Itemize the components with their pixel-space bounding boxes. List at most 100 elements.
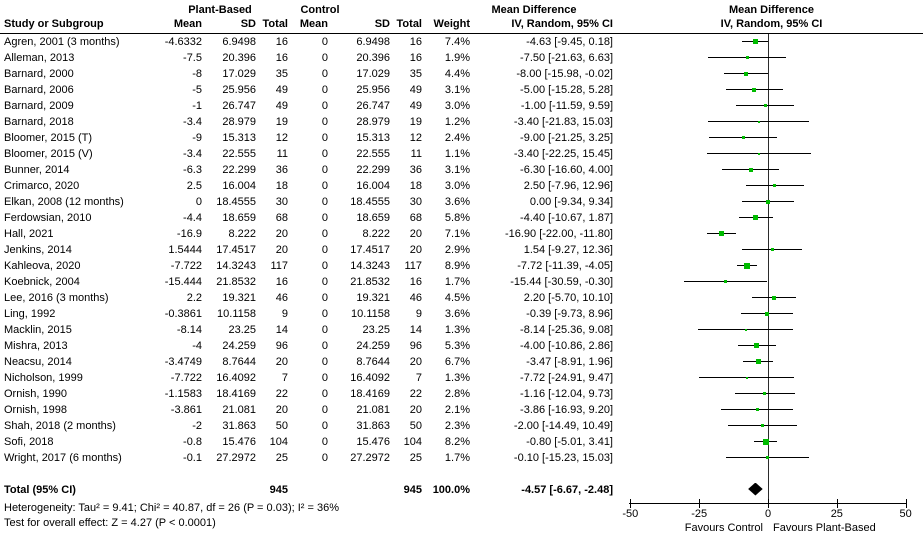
cell-ci_text: -0.39 [-9.73, 8.96] [526, 308, 613, 320]
cell-n2: 46 [409, 292, 422, 304]
study-row: Ornish, 1998 -3.861 21.081 20 0 21.081 20 2.1% -… [0, 402, 640, 418]
cell-ci_text: -4.63 [-9.45, 0.18] [526, 36, 613, 48]
cell-mean2: 0 [321, 356, 328, 368]
cell-sd1: 14.3243 [216, 260, 256, 272]
effect-marker [743, 262, 750, 269]
cell-sd2: 22.555 [356, 148, 390, 160]
cell-mean1: -2 [192, 420, 202, 432]
study-row: Barnard, 2000 -8 17.029 35 0 17.029 35 4.4% -8.0… [0, 66, 640, 82]
column-header-mean-difference: Mean Difference [491, 4, 577, 16]
effect-marker [744, 328, 747, 331]
cell-ci_text: -9.00 [-21.25, 3.25] [520, 132, 613, 144]
cell-n1: 25 [275, 452, 288, 464]
cell-sd2: 26.747 [356, 100, 390, 112]
cell-sd1: 18.4169 [216, 388, 256, 400]
study-row: Macklin, 2015 -8.14 23.25 14 0 23.25 14 1.3% -8.… [0, 322, 640, 338]
cell-ci_text: -3.47 [-8.91, 1.96] [526, 356, 613, 368]
cell-sd1: 28.979 [222, 116, 256, 128]
study-row: Sofi, 2018 -0.8 15.476 104 0 15.476 104 8.2% -0.… [0, 434, 640, 450]
cell-name: Ferdowsian, 2010 [4, 212, 92, 224]
effect-marker [757, 120, 760, 123]
cell-mean1: -4.4 [183, 212, 202, 224]
effect-marker [763, 104, 767, 107]
cell-ci_text: -0.80 [-5.01, 3.41] [526, 436, 613, 448]
cell-sd1: 16.4092 [216, 372, 256, 384]
cell-n1: 50 [275, 420, 288, 432]
cell-mean1: -15.444 [164, 276, 202, 288]
cell-weight: 3.0% [444, 180, 470, 192]
cell-n2: 16 [409, 276, 422, 288]
cell-name: Hall, 2021 [4, 228, 54, 240]
column-header-iv-random: IV, Random, 95% CI [511, 18, 613, 30]
cell-ci_text: -1.16 [-12.04, 9.73] [520, 388, 613, 400]
cell-sd1: 15.313 [222, 132, 256, 144]
cell-name: Koebnick, 2004 [4, 276, 80, 288]
group-header-control: Control [300, 4, 340, 16]
column-header-sd-plant: SD [240, 18, 256, 30]
effect-marker [764, 311, 769, 316]
cell-sd2: 27.2972 [350, 452, 390, 464]
study-row: Neacsu, 2014 -3.4749 8.7644 20 0 8.7644 20 6.7%… [0, 354, 640, 370]
cell-mean2: 0 [321, 308, 328, 320]
cell-name: Wright, 2017 (6 months) [4, 452, 122, 464]
cell-n1: 9 [281, 308, 288, 320]
cell-mean2: 0 [321, 324, 328, 336]
cell-weight: 7.4% [444, 36, 470, 48]
cell-weight: 8.9% [444, 260, 470, 272]
cell-mean1: -0.1 [183, 452, 202, 464]
cell-mean1: -8 [192, 68, 202, 80]
zero-reference-line [768, 34, 769, 503]
cell-sd2: 23.25 [362, 324, 390, 336]
cell-weight: 2.3% [444, 420, 470, 432]
cell-n2: 16 [409, 52, 422, 64]
cell-name: Elkan, 2008 (12 months) [4, 196, 124, 208]
cell-n2: 19 [409, 116, 422, 128]
cell-mean1: -0.3861 [164, 308, 202, 320]
effect-marker [753, 215, 759, 220]
cell-sd1: 22.299 [222, 164, 256, 176]
cell-sd1: 31.863 [222, 420, 256, 432]
cell-mean2: 0 [321, 276, 328, 288]
cell-n1: 49 [275, 84, 288, 96]
study-row: Jenkins, 2014 1.5444 17.4517 20 0 17.4517 20 2.… [0, 242, 640, 258]
cell-weight: 1.9% [444, 52, 470, 64]
column-header-total-plant: Total [262, 18, 288, 30]
cell-mean1: -6.3 [183, 164, 202, 176]
column-header-mean-plant: Mean [173, 18, 202, 30]
study-row: Crimarco, 2020 2.5 16.004 18 0 16.004 18 3.0% 2.… [0, 178, 640, 194]
cell-sd2: 8.222 [362, 228, 390, 240]
cell-name: Neacsu, 2014 [4, 356, 72, 368]
cell-mean2: 0 [321, 404, 328, 416]
total-row: Total (95% CI) 945 945 100.0% -4.57 [-6.… [0, 482, 640, 498]
cell-mean2: 0 [321, 244, 328, 256]
cell-ci_text: -2.00 [-14.49, 10.49] [513, 420, 613, 432]
cell-n2: 20 [409, 244, 422, 256]
cell-weight: 3.1% [444, 164, 470, 176]
cell-mean1: -16.9 [176, 228, 202, 240]
column-header-mean-control: Mean [299, 18, 328, 30]
cell-mean1: -7.722 [170, 260, 202, 272]
cell-n1: 104 [269, 436, 288, 448]
effect-marker [770, 248, 774, 251]
effect-marker [763, 392, 767, 395]
cell-ci_text: -8.00 [-15.98, -0.02] [516, 68, 613, 80]
cell-sd2: 14.3243 [350, 260, 390, 272]
study-row: Bloomer, 2015 (V) -3.4 22.555 11 0 22.555 11 1.… [0, 146, 640, 162]
cell-sd1: 20.396 [222, 52, 256, 64]
cell-mean2: 0 [321, 436, 328, 448]
cell-mean1: -1 [192, 100, 202, 112]
cell-n1: 49 [275, 100, 288, 112]
cell-sd1: 6.9498 [222, 36, 256, 48]
cell-sd2: 8.7644 [356, 356, 390, 368]
cell-mean2: 0 [321, 52, 328, 64]
axis-tick [699, 499, 701, 508]
cell-mean2: 0 [321, 100, 328, 112]
cell-mean1: -9 [192, 132, 202, 144]
study-row: Ling, 1992 -0.3861 10.1158 9 0 10.1158 9 3.6% -0… [0, 306, 640, 322]
cell-n2: 35 [409, 68, 422, 80]
effect-marker [755, 359, 761, 364]
cell-mean2: 0 [321, 228, 328, 240]
cell-n2: 9 [415, 308, 422, 320]
cell-mean2: 0 [321, 116, 328, 128]
overall-effect-stats: Test for overall effect: Z = 4.27 (P < 0… [4, 517, 216, 529]
